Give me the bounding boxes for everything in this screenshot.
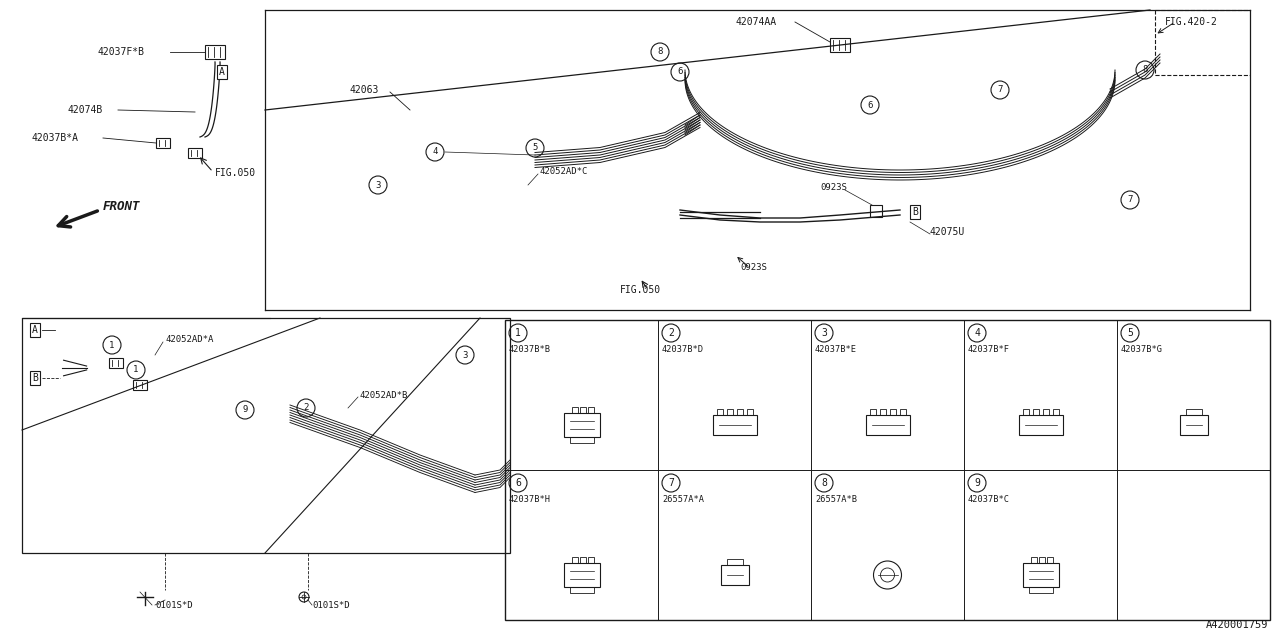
Text: 42037B*A: 42037B*A: [32, 133, 79, 143]
Text: 42063: 42063: [349, 85, 379, 95]
Bar: [570, 587, 594, 593]
Text: 42037B*G: 42037B*G: [1121, 345, 1164, 354]
Text: 42037B*B: 42037B*B: [509, 345, 550, 354]
Bar: [736, 409, 742, 415]
Bar: [205, 45, 225, 59]
Bar: [1029, 587, 1052, 593]
Text: 8: 8: [820, 478, 827, 488]
Text: B: B: [913, 207, 918, 217]
Bar: [890, 409, 896, 415]
Text: 1: 1: [109, 340, 115, 349]
Text: 26557A*B: 26557A*B: [815, 495, 858, 504]
Text: 6: 6: [677, 67, 682, 77]
Text: 9: 9: [242, 406, 248, 415]
Text: 3: 3: [462, 351, 467, 360]
Bar: [571, 557, 577, 563]
Bar: [721, 565, 749, 585]
Bar: [563, 413, 599, 437]
Text: 42074AA: 42074AA: [735, 17, 776, 27]
Text: 7: 7: [668, 478, 675, 488]
Bar: [1042, 409, 1048, 415]
Text: 42074B: 42074B: [67, 105, 102, 115]
Bar: [746, 409, 753, 415]
Text: FIG.050: FIG.050: [215, 168, 256, 178]
Text: 4: 4: [433, 147, 438, 157]
Text: FIG.420-2: FIG.420-2: [1165, 17, 1217, 27]
Bar: [570, 437, 594, 443]
Text: 42037B*F: 42037B*F: [968, 345, 1010, 354]
Bar: [506, 320, 1270, 620]
Bar: [1052, 409, 1059, 415]
Text: 42037B*E: 42037B*E: [815, 345, 858, 354]
Text: A: A: [32, 325, 38, 335]
Bar: [727, 409, 732, 415]
Bar: [1038, 557, 1044, 563]
Bar: [713, 415, 756, 435]
Bar: [588, 557, 594, 563]
Bar: [580, 557, 585, 563]
Bar: [865, 415, 910, 435]
Bar: [1019, 415, 1062, 435]
Bar: [829, 38, 850, 52]
Text: 3: 3: [375, 180, 380, 189]
Text: 1: 1: [515, 328, 521, 338]
Bar: [1030, 557, 1037, 563]
Text: FIG.050: FIG.050: [620, 285, 662, 295]
Bar: [1185, 409, 1202, 415]
Bar: [1023, 563, 1059, 587]
Bar: [109, 358, 123, 368]
Bar: [869, 409, 876, 415]
Text: 2: 2: [668, 328, 675, 338]
Bar: [1179, 415, 1207, 435]
Text: 0923S: 0923S: [740, 264, 767, 273]
Text: 1: 1: [133, 365, 138, 374]
Bar: [1033, 409, 1038, 415]
Text: A: A: [219, 67, 225, 77]
Text: 42075U: 42075U: [931, 227, 965, 237]
Bar: [727, 559, 742, 565]
Bar: [580, 407, 585, 413]
Text: 4: 4: [974, 328, 980, 338]
Bar: [900, 409, 905, 415]
Text: 42037B*C: 42037B*C: [968, 495, 1010, 504]
Bar: [588, 407, 594, 413]
Bar: [717, 409, 722, 415]
Text: 7: 7: [1128, 195, 1133, 205]
Text: 26557A*A: 26557A*A: [662, 495, 704, 504]
Text: 2: 2: [303, 403, 308, 413]
Bar: [870, 205, 882, 217]
Bar: [1047, 557, 1052, 563]
Text: 6: 6: [515, 478, 521, 488]
Text: 5: 5: [532, 143, 538, 152]
Text: FRONT: FRONT: [102, 200, 141, 214]
Text: 42037B*D: 42037B*D: [662, 345, 704, 354]
Text: 5: 5: [1128, 328, 1133, 338]
Text: 42052AD*B: 42052AD*B: [360, 390, 408, 399]
Text: 6: 6: [868, 100, 873, 109]
Bar: [156, 138, 170, 148]
Text: 42037B*H: 42037B*H: [509, 495, 550, 504]
Text: 42037F*B: 42037F*B: [97, 47, 143, 57]
Bar: [879, 409, 886, 415]
Text: 42052AD*C: 42052AD*C: [540, 168, 589, 177]
Bar: [188, 148, 202, 158]
Text: 8: 8: [658, 47, 663, 56]
Text: 0101S*D: 0101S*D: [155, 600, 192, 609]
Text: B: B: [32, 373, 38, 383]
Text: A420001759: A420001759: [1206, 620, 1268, 630]
Bar: [133, 380, 147, 390]
Bar: [1023, 409, 1029, 415]
Text: 0101S*D: 0101S*D: [312, 600, 349, 609]
Text: 3: 3: [820, 328, 827, 338]
Text: 9: 9: [974, 478, 980, 488]
Bar: [571, 407, 577, 413]
Bar: [22, 318, 509, 553]
Text: 8: 8: [1142, 65, 1148, 74]
Text: 7: 7: [997, 86, 1002, 95]
Bar: [563, 563, 599, 587]
Text: 0923S: 0923S: [820, 184, 847, 193]
Text: 42052AD*A: 42052AD*A: [165, 335, 214, 344]
